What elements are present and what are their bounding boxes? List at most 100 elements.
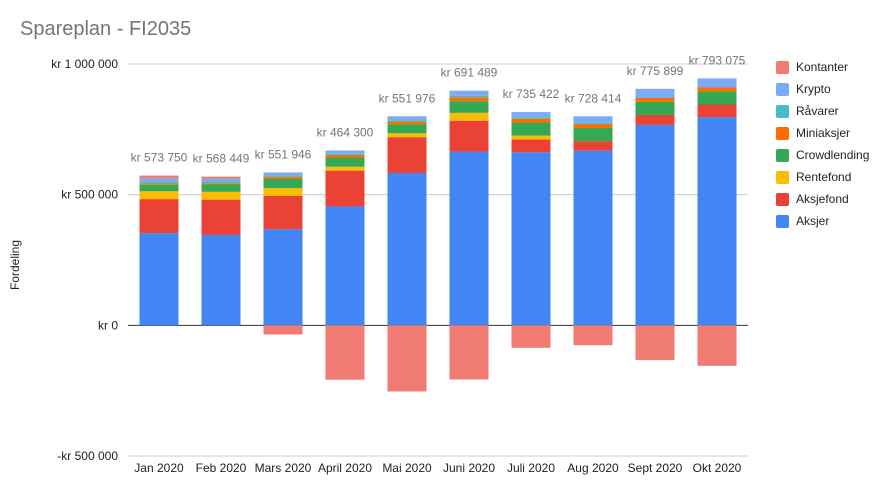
bar-segment-aksjer[interactable] [697, 117, 737, 326]
bar-segment-miniaksjer[interactable] [263, 176, 303, 179]
bar-segment-krypto[interactable] [201, 178, 241, 182]
legend-swatch [776, 192, 789, 206]
bar-segment-kontanter[interactable] [139, 175, 179, 179]
bar-segment-miniaksjer[interactable] [573, 124, 613, 129]
total-data-label: kr 551 976 [379, 91, 436, 105]
legend-label: Aksjefond [796, 192, 849, 206]
bar-segment-crowdlending[interactable] [201, 184, 241, 192]
bar-segment-kontanter[interactable] [263, 325, 303, 335]
legend-item[interactable]: Aksjer [776, 210, 869, 232]
bar-segment-r-varer[interactable] [511, 117, 551, 119]
bar-segment-aksjefond[interactable] [511, 139, 551, 153]
legend-item[interactable]: Miniaksjer [776, 122, 869, 144]
bar-segment-aksjefond[interactable] [325, 170, 365, 207]
bar-segment-krypto[interactable] [697, 78, 737, 88]
bar-segment-r-varer[interactable] [449, 95, 489, 98]
bar-segment-r-varer[interactable] [573, 122, 613, 125]
bar-segment-rentefond[interactable] [387, 133, 427, 138]
x-tick-label: April 2020 [318, 461, 372, 475]
bar-segment-aksjefond[interactable] [449, 120, 489, 152]
bar-segment-kontanter[interactable] [573, 325, 613, 346]
x-tick-label: Okt 2020 [693, 461, 742, 475]
bar-segment-kontanter[interactable] [325, 325, 365, 380]
x-tick-label: Feb 2020 [196, 461, 247, 475]
bar-segment-kontanter[interactable] [449, 325, 489, 380]
total-data-label: kr 573 750 [131, 151, 188, 165]
bar-segment-miniaksjer[interactable] [387, 121, 427, 125]
bar-segment-miniaksjer[interactable] [511, 118, 551, 123]
legend-label: Rentefond [796, 170, 852, 184]
bar-segment-aksjefond[interactable] [573, 141, 613, 151]
bar-segment-crowdlending[interactable] [325, 157, 365, 167]
bar-segment-miniaksjer[interactable] [325, 154, 365, 158]
bar-segment-crowdlending[interactable] [139, 184, 179, 192]
bar-segment-miniaksjer[interactable] [139, 183, 179, 185]
bar-segment-aksjefond[interactable] [697, 104, 737, 118]
bar-segment-aksjer[interactable] [201, 234, 241, 326]
bar-segment-kontanter[interactable] [635, 325, 675, 361]
bar-segment-krypto[interactable] [387, 116, 427, 121]
bar-segment-crowdlending[interactable] [511, 122, 551, 136]
bar-segment-krypto[interactable] [573, 116, 613, 123]
bar-segment-aksjefond[interactable] [263, 195, 303, 230]
bar-segment-kontanter[interactable] [201, 176, 241, 179]
bar-segment-krypto[interactable] [449, 90, 489, 96]
legend-item[interactable]: Kontanter [776, 56, 869, 78]
bar-segment-miniaksjer[interactable] [635, 97, 675, 102]
bar-segment-crowdlending[interactable] [697, 91, 737, 105]
bar-segment-aksjer[interactable] [573, 150, 613, 326]
bar-segment-krypto[interactable] [263, 172, 303, 176]
bar-segment-rentefond[interactable] [139, 191, 179, 200]
x-tick-label: Aug 2020 [567, 461, 619, 475]
bar-segment-crowdlending[interactable] [449, 101, 489, 113]
bar-segment-aksjer[interactable] [635, 124, 675, 326]
bar-segment-aksjer[interactable] [511, 152, 551, 326]
bar-segment-aksjefond[interactable] [635, 114, 675, 125]
bar-segment-miniaksjer[interactable] [201, 183, 241, 185]
bar-segment-crowdlending[interactable] [635, 101, 675, 115]
legend-item[interactable]: Rentefond [776, 166, 869, 188]
bar-segment-r-varer[interactable] [139, 181, 179, 184]
y-tick-label: kr 1 000 000 [51, 57, 118, 71]
legend-label: Krypto [796, 82, 831, 96]
bar-segment-r-varer[interactable] [263, 175, 303, 177]
bar-segment-aksjer[interactable] [387, 172, 427, 326]
bar-segment-rentefond[interactable] [449, 112, 489, 121]
total-data-label: kr 691 489 [441, 66, 498, 80]
bar-segment-miniaksjer[interactable] [697, 87, 737, 92]
bar-segment-aksjer[interactable] [449, 151, 489, 326]
bar-segment-aksjefond[interactable] [139, 199, 179, 234]
bar-segment-aksjer[interactable] [263, 229, 303, 326]
bar-segment-kontanter[interactable] [511, 325, 551, 348]
y-tick-label: -kr 500 000 [57, 449, 118, 463]
legend-item[interactable]: Krypto [776, 78, 869, 100]
bar-segment-rentefond[interactable] [201, 191, 241, 200]
bar-segment-crowdlending[interactable] [387, 124, 427, 134]
bar-segment-rentefond[interactable] [325, 166, 365, 171]
bar-segment-miniaksjer[interactable] [449, 97, 489, 102]
bar-segment-r-varer[interactable] [325, 153, 365, 155]
bar-segment-krypto[interactable] [511, 112, 551, 118]
bar-segment-aksjer[interactable] [139, 233, 179, 326]
legend-item[interactable]: Råvarer [776, 100, 869, 122]
bar-segment-aksjer[interactable] [325, 206, 365, 326]
bar-segment-krypto[interactable] [139, 178, 179, 182]
bar-segment-krypto[interactable] [325, 150, 365, 154]
bar-segment-rentefond[interactable] [511, 135, 551, 140]
bar-segment-aksjefond[interactable] [201, 199, 241, 235]
legend-swatch [776, 148, 789, 162]
bar-segment-krypto[interactable] [635, 88, 675, 98]
bar-segment-crowdlending[interactable] [263, 178, 303, 189]
legend-item[interactable]: Aksjefond [776, 188, 869, 210]
bar-segment-r-varer[interactable] [201, 181, 241, 184]
legend-item[interactable]: Crowdlending [776, 144, 869, 166]
bar-segment-rentefond[interactable] [263, 188, 303, 196]
bar-segment-kontanter[interactable] [697, 325, 737, 366]
bar-segment-r-varer[interactable] [387, 120, 427, 122]
bar-segment-aksjefond[interactable] [387, 137, 427, 173]
bar-segment-crowdlending[interactable] [573, 128, 613, 142]
bar-segment-kontanter[interactable] [387, 325, 427, 392]
y-tick-label: kr 500 000 [61, 188, 118, 202]
legend-swatch [776, 82, 789, 96]
